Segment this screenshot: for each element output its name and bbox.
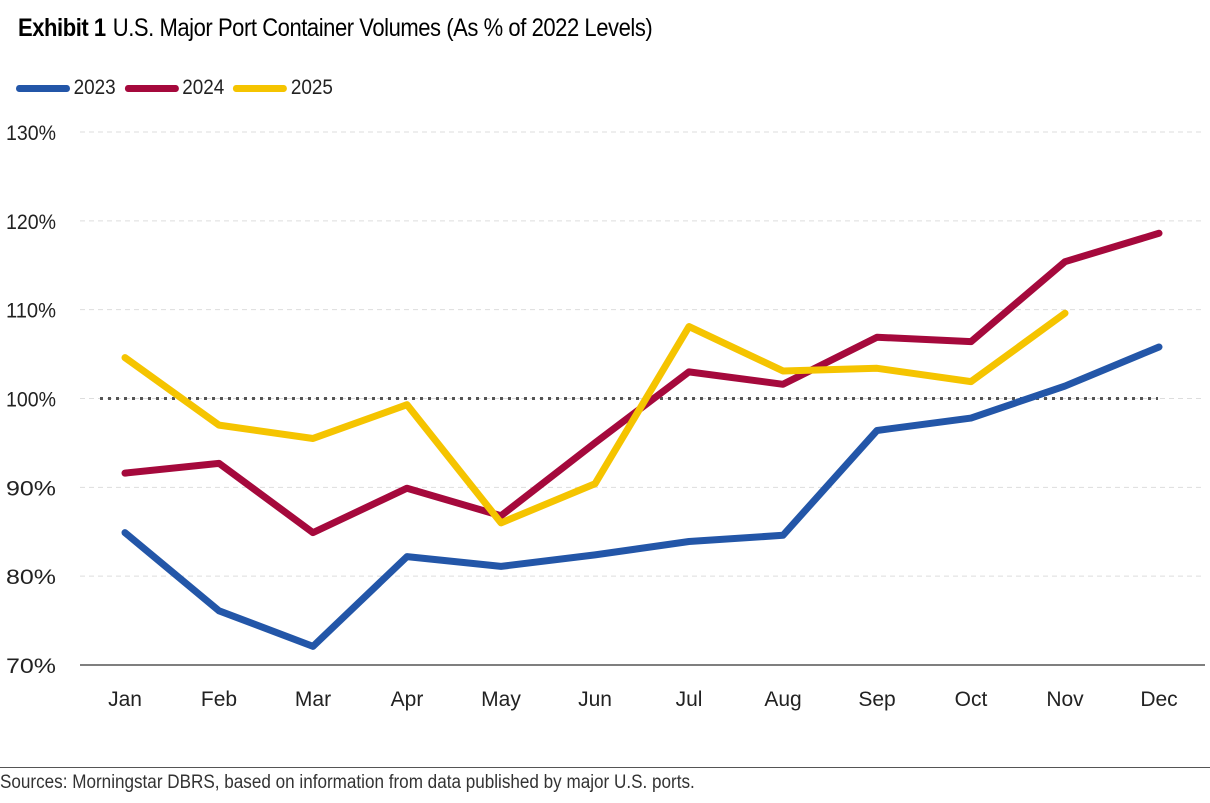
x-tick-label: Apr (391, 688, 424, 711)
series-line-2025 (121, 309, 1069, 527)
x-tick-label: Oct (955, 688, 988, 711)
y-tick-label: 120% (6, 211, 56, 234)
x-tick-label: Jun (578, 688, 612, 711)
chart-title: Exhibit 1 U.S. Major Port Container Volum… (18, 14, 653, 43)
legend-label: 2024 (182, 76, 225, 99)
y-tick-label: 100% (6, 389, 56, 412)
x-tick-label: Aug (764, 688, 801, 711)
y-tick-label: 70% (6, 655, 56, 678)
source-divider (0, 767, 1210, 768)
x-tick-label: Feb (201, 688, 237, 711)
x-tick-label: May (481, 688, 521, 711)
x-tick-label: Jan (108, 688, 142, 711)
y-tick-label: 110% (6, 300, 56, 323)
legend-item-2025: 2025 (233, 76, 333, 100)
source-note: Sources: Morningstar DBRS, based on info… (0, 772, 695, 793)
legend: 2023 2024 2025 (16, 76, 333, 100)
x-tick-label: Jul (676, 688, 703, 711)
legend-item-2023: 2023 (16, 76, 116, 100)
legend-swatch (16, 84, 70, 92)
exhibit-label: Exhibit 1 (18, 14, 106, 42)
y-tick-label: 90% (6, 477, 56, 500)
title-text: U.S. Major Port Container Volumes (As % … (112, 14, 653, 42)
legend-swatch (233, 84, 288, 92)
y-tick-label: 130% (6, 122, 56, 145)
x-tick-label: Mar (295, 688, 331, 711)
line-chart: 70% 80% 90% 100% 110% 120% 130% Jan Feb Mar Apr May… (6, 122, 1205, 711)
y-tick-label: 80% (6, 566, 56, 589)
legend-label: 2023 (73, 76, 116, 99)
x-tick-label: Dec (1140, 688, 1177, 711)
legend-swatch (124, 84, 179, 92)
x-tick-label: Nov (1046, 688, 1084, 711)
x-tick-label: Sep (858, 688, 895, 711)
legend-item-2024: 2024 (124, 76, 225, 100)
series-line-2023 (121, 343, 1163, 650)
legend-label: 2025 (290, 76, 333, 99)
